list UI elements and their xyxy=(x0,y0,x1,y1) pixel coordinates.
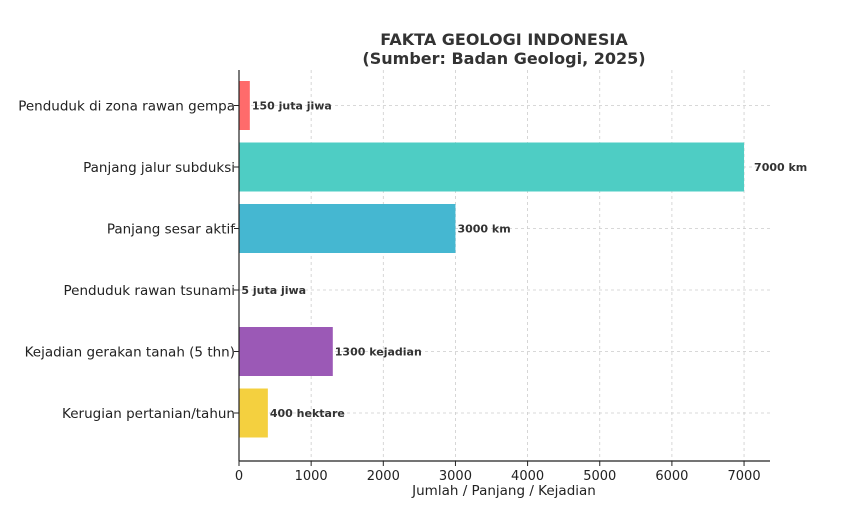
data-label: 7000 km xyxy=(754,161,807,174)
bar xyxy=(239,142,745,192)
data-label: 150 juta jiwa xyxy=(252,100,332,113)
x-tick-label: 2000 xyxy=(367,469,400,484)
labels: 0 1000 2000 3000 4000 5000 6000 7000 Penduduk di… xyxy=(18,99,807,485)
bar xyxy=(239,388,268,438)
x-tick-label: 5000 xyxy=(583,469,616,484)
x-tick-label: 6000 xyxy=(655,469,688,484)
bar xyxy=(239,81,250,130)
x-tick-label: 1000 xyxy=(295,469,328,484)
data-label: 400 hektare xyxy=(270,407,345,420)
bars xyxy=(239,81,745,438)
category-label: Panjang jalur subduksi xyxy=(83,160,235,176)
x-tick-label: 7000 xyxy=(728,469,761,484)
category-label: Penduduk di zona rawan gempa xyxy=(18,99,235,115)
data-label: 3000 km xyxy=(457,223,510,236)
category-label: Kejadian gerakan tanah (5 thn) xyxy=(25,345,235,361)
data-label: 1300 kejadian xyxy=(335,346,422,359)
x-tick-label: 0 xyxy=(235,469,243,484)
category-label: Panjang sesar aktif xyxy=(107,222,236,238)
x-tick-label: 4000 xyxy=(511,469,544,484)
chart-title: FAKTA GEOLOGI INDONESIA xyxy=(380,30,628,49)
data-label: 5 juta jiwa xyxy=(241,284,306,297)
category-label: Kerugian pertanian/tahun xyxy=(62,406,235,422)
bar xyxy=(239,204,456,253)
x-tick-label: 3000 xyxy=(439,469,472,484)
bar xyxy=(239,327,333,376)
axes xyxy=(234,70,770,466)
grid-lines xyxy=(238,70,770,461)
x-axis-label: Jumlah / Panjang / Kejadian xyxy=(411,483,596,499)
chart-subtitle: (Sumber: Badan Geologi, 2025) xyxy=(362,49,645,68)
category-label: Penduduk rawan tsunami xyxy=(64,283,235,299)
